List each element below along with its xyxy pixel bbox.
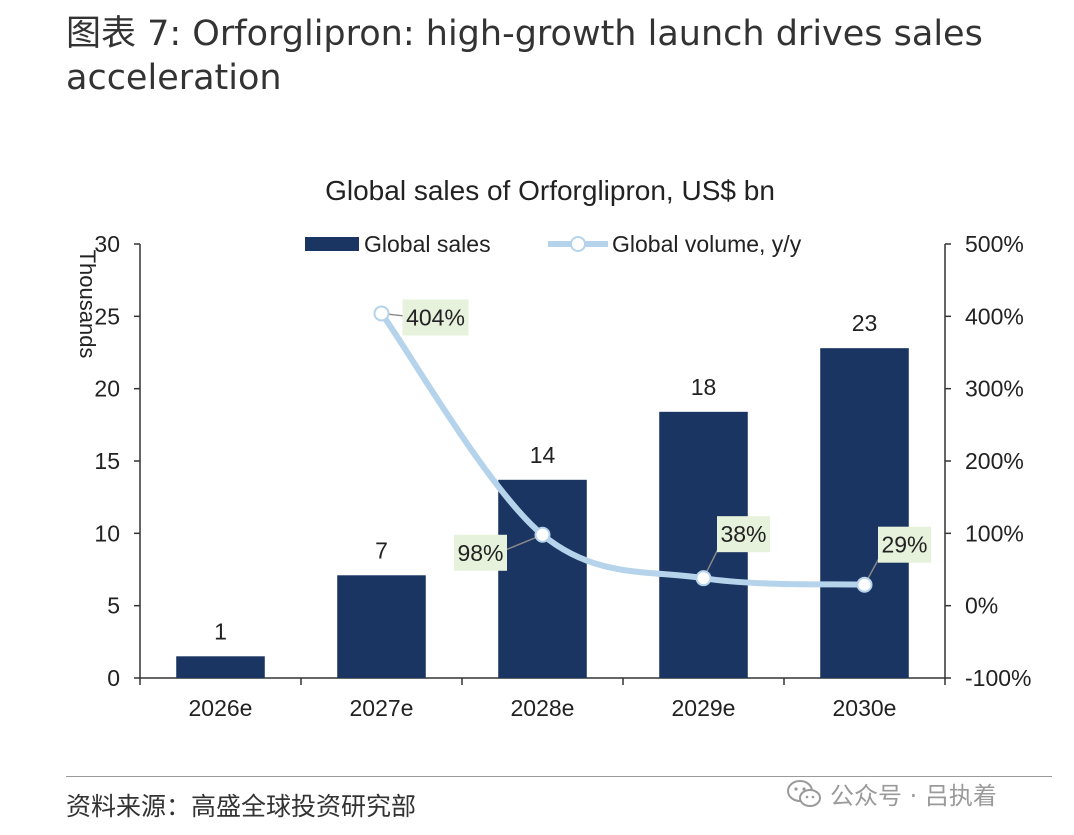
line-data-label-bg <box>402 299 469 336</box>
y-right-tick-label: 100% <box>965 520 1024 546</box>
y-right-tick-label: 200% <box>965 448 1024 474</box>
legend-bar-label: Global sales <box>364 231 491 257</box>
source-note: 资料来源：高盛全球投资研究部 <box>66 792 417 821</box>
y-right-tick-label: -100% <box>965 665 1031 691</box>
bar-data-label: 23 <box>852 310 878 336</box>
line-point-marker <box>373 305 390 322</box>
line-point-marker <box>534 526 551 543</box>
legend-bar-swatch <box>305 237 359 251</box>
watermark-text: 公众号 · 吕执着 <box>830 782 997 810</box>
line-data-label-bg <box>454 534 507 571</box>
legend-line-label: Global volume, y/y <box>612 231 802 257</box>
bar-global-sales <box>820 348 909 678</box>
y-axis-left-label: Thousands <box>75 250 100 359</box>
line-point-marker <box>695 570 712 587</box>
line-data-label: 404% <box>406 304 465 330</box>
y-right-tick-label: 300% <box>965 376 1024 402</box>
bar-global-sales <box>176 656 265 678</box>
bar-data-label: 7 <box>375 537 388 563</box>
legend-line-marker <box>570 236 586 252</box>
sales-chart: Global sales of Orforglipron, US$ bn Tho… <box>75 175 1031 721</box>
chart-title: Global sales of Orforglipron, US$ bn <box>325 175 775 206</box>
line-data-label: 29% <box>881 532 927 558</box>
y-left-tick-label: 0 <box>107 665 120 691</box>
x-tick-label: 2026e <box>189 695 253 721</box>
line-data-label-bg <box>878 526 931 563</box>
bar-data-label: 18 <box>691 374 717 400</box>
x-tick-label: 2027e <box>350 695 414 721</box>
line-point-marker <box>856 576 873 593</box>
y-left-tick-label: 20 <box>94 376 120 402</box>
y-right-tick-label: 500% <box>965 231 1024 257</box>
y-left-tick-label: 10 <box>94 520 120 546</box>
chart-legend: Global sales Global volume, y/y <box>305 231 802 257</box>
line-data-label: 38% <box>720 521 766 547</box>
bar-data-label: 14 <box>530 442 556 468</box>
bar-data-label: 1 <box>214 618 227 644</box>
bar-global-sales <box>337 575 426 678</box>
line-global-volume-yy <box>378 310 868 588</box>
footer-divider <box>66 776 1052 777</box>
x-tick-label: 2029e <box>672 695 736 721</box>
x-tick-label: 2030e <box>833 695 897 721</box>
bar-global-sales <box>498 479 587 678</box>
y-right-tick-label: 400% <box>965 303 1024 329</box>
y-left-tick-label: 30 <box>94 231 120 257</box>
y-left-tick-label: 25 <box>94 303 120 329</box>
wechat-icon <box>787 779 821 807</box>
line-data-label: 98% <box>457 540 503 566</box>
y-right-tick-label: 0% <box>965 593 998 619</box>
watermark: 公众号 · 吕执着 <box>786 776 997 811</box>
figure-title: 图表 7: Orforglipron: high-growth launch d… <box>66 14 983 98</box>
y-left-tick-label: 15 <box>94 448 120 474</box>
y-left-tick-label: 5 <box>107 593 120 619</box>
x-tick-label: 2028e <box>511 695 575 721</box>
line-data-label-bg <box>717 516 770 553</box>
